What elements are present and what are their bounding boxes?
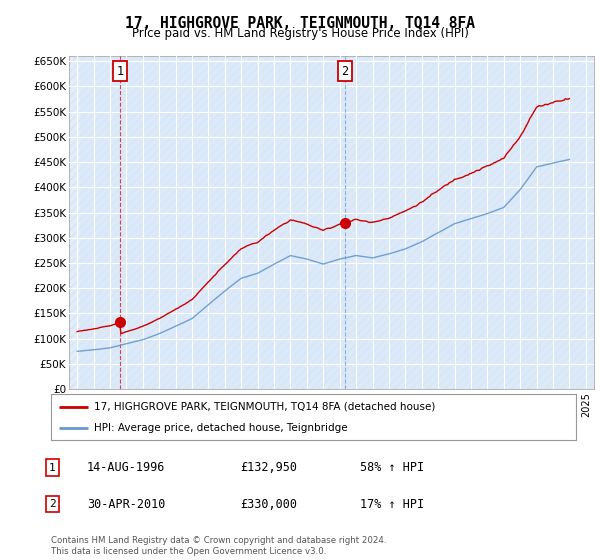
Text: 1: 1 xyxy=(116,64,124,78)
Text: 17, HIGHGROVE PARK, TEIGNMOUTH, TQ14 8FA (detached house): 17, HIGHGROVE PARK, TEIGNMOUTH, TQ14 8FA… xyxy=(94,402,436,412)
Text: 1: 1 xyxy=(49,463,56,473)
Text: 14-AUG-1996: 14-AUG-1996 xyxy=(87,461,166,474)
Text: 2: 2 xyxy=(49,499,56,509)
Text: Contains HM Land Registry data © Crown copyright and database right 2024.
This d: Contains HM Land Registry data © Crown c… xyxy=(51,536,386,556)
Text: 17, HIGHGROVE PARK, TEIGNMOUTH, TQ14 8FA: 17, HIGHGROVE PARK, TEIGNMOUTH, TQ14 8FA xyxy=(125,16,475,31)
Text: Price paid vs. HM Land Registry's House Price Index (HPI): Price paid vs. HM Land Registry's House … xyxy=(131,27,469,40)
Text: £330,000: £330,000 xyxy=(240,497,297,511)
Text: 17% ↑ HPI: 17% ↑ HPI xyxy=(360,497,424,511)
Text: 30-APR-2010: 30-APR-2010 xyxy=(87,497,166,511)
Text: £132,950: £132,950 xyxy=(240,461,297,474)
Text: 2: 2 xyxy=(341,64,349,78)
Polygon shape xyxy=(69,56,80,389)
Text: HPI: Average price, detached house, Teignbridge: HPI: Average price, detached house, Teig… xyxy=(94,423,347,433)
Text: 58% ↑ HPI: 58% ↑ HPI xyxy=(360,461,424,474)
